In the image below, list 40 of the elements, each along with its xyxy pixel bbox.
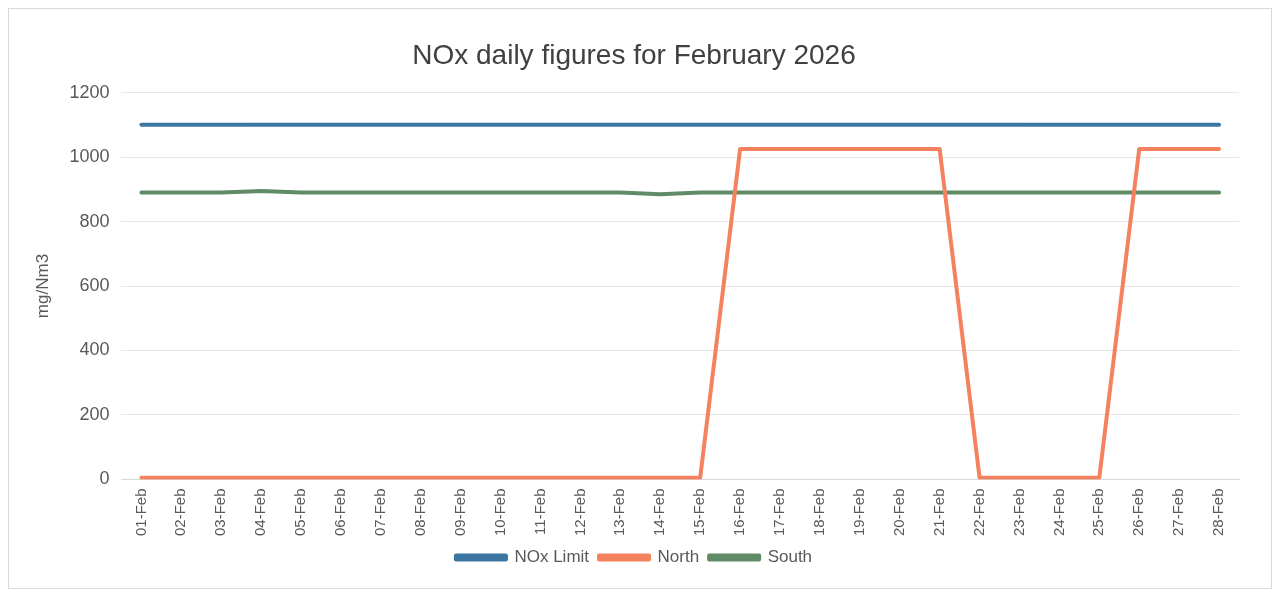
x-tick-label: 23-Feb [1009,488,1027,536]
x-tick-label: 12-Feb [570,488,588,536]
x-tick-label: 25-Feb [1089,488,1107,536]
y-tick-label: 400 [79,339,110,360]
y-tick-label: 600 [79,275,110,296]
x-tick-label: 27-Feb [1169,488,1187,536]
x-tick-label: 09-Feb [450,488,468,536]
y-tick-label: 1200 [69,81,110,102]
x-tick-label: 03-Feb [211,488,229,536]
x-tick-label: 14-Feb [650,488,668,536]
x-tick-label: 28-Feb [1209,488,1227,536]
x-tick-label: 26-Feb [1129,488,1147,536]
y-axis-title: mg/Nm3 [32,253,52,319]
x-tick-label: 13-Feb [610,488,628,536]
x-tick-label: 01-Feb [131,488,149,536]
y-tick-label: 1000 [69,146,110,167]
x-tick-label: 08-Feb [410,488,428,536]
x-tick-label: 20-Feb [889,488,907,536]
chart-title: NOx daily figures for February 2026 [412,38,856,70]
x-tick-label: 18-Feb [810,488,828,536]
x-tick-label: 10-Feb [490,488,508,536]
x-tick-label: 11-Feb [530,488,548,535]
y-tick-label: 200 [79,403,110,424]
y-tick-label: 800 [79,210,110,231]
x-tick-label: 15-Feb [690,488,708,536]
x-tick-label: 07-Feb [371,488,389,536]
x-tick-label: 06-Feb [331,488,349,536]
x-tick-label: 19-Feb [849,488,867,536]
x-tick-label: 21-Feb [929,488,947,536]
y-tick-label: 0 [99,468,110,489]
x-tick-label: 02-Feb [171,488,189,536]
x-tick-label: 16-Feb [730,488,748,536]
x-tick-label: 04-Feb [251,488,269,536]
x-tick-label: 05-Feb [291,488,309,536]
legend-label: North [657,547,700,567]
x-tick-label: 22-Feb [969,488,987,536]
legend-label: NOx Limit [514,547,590,567]
x-tick-label: 24-Feb [1049,488,1067,536]
legend-label: South [767,547,813,567]
x-tick-label: 17-Feb [770,488,788,536]
